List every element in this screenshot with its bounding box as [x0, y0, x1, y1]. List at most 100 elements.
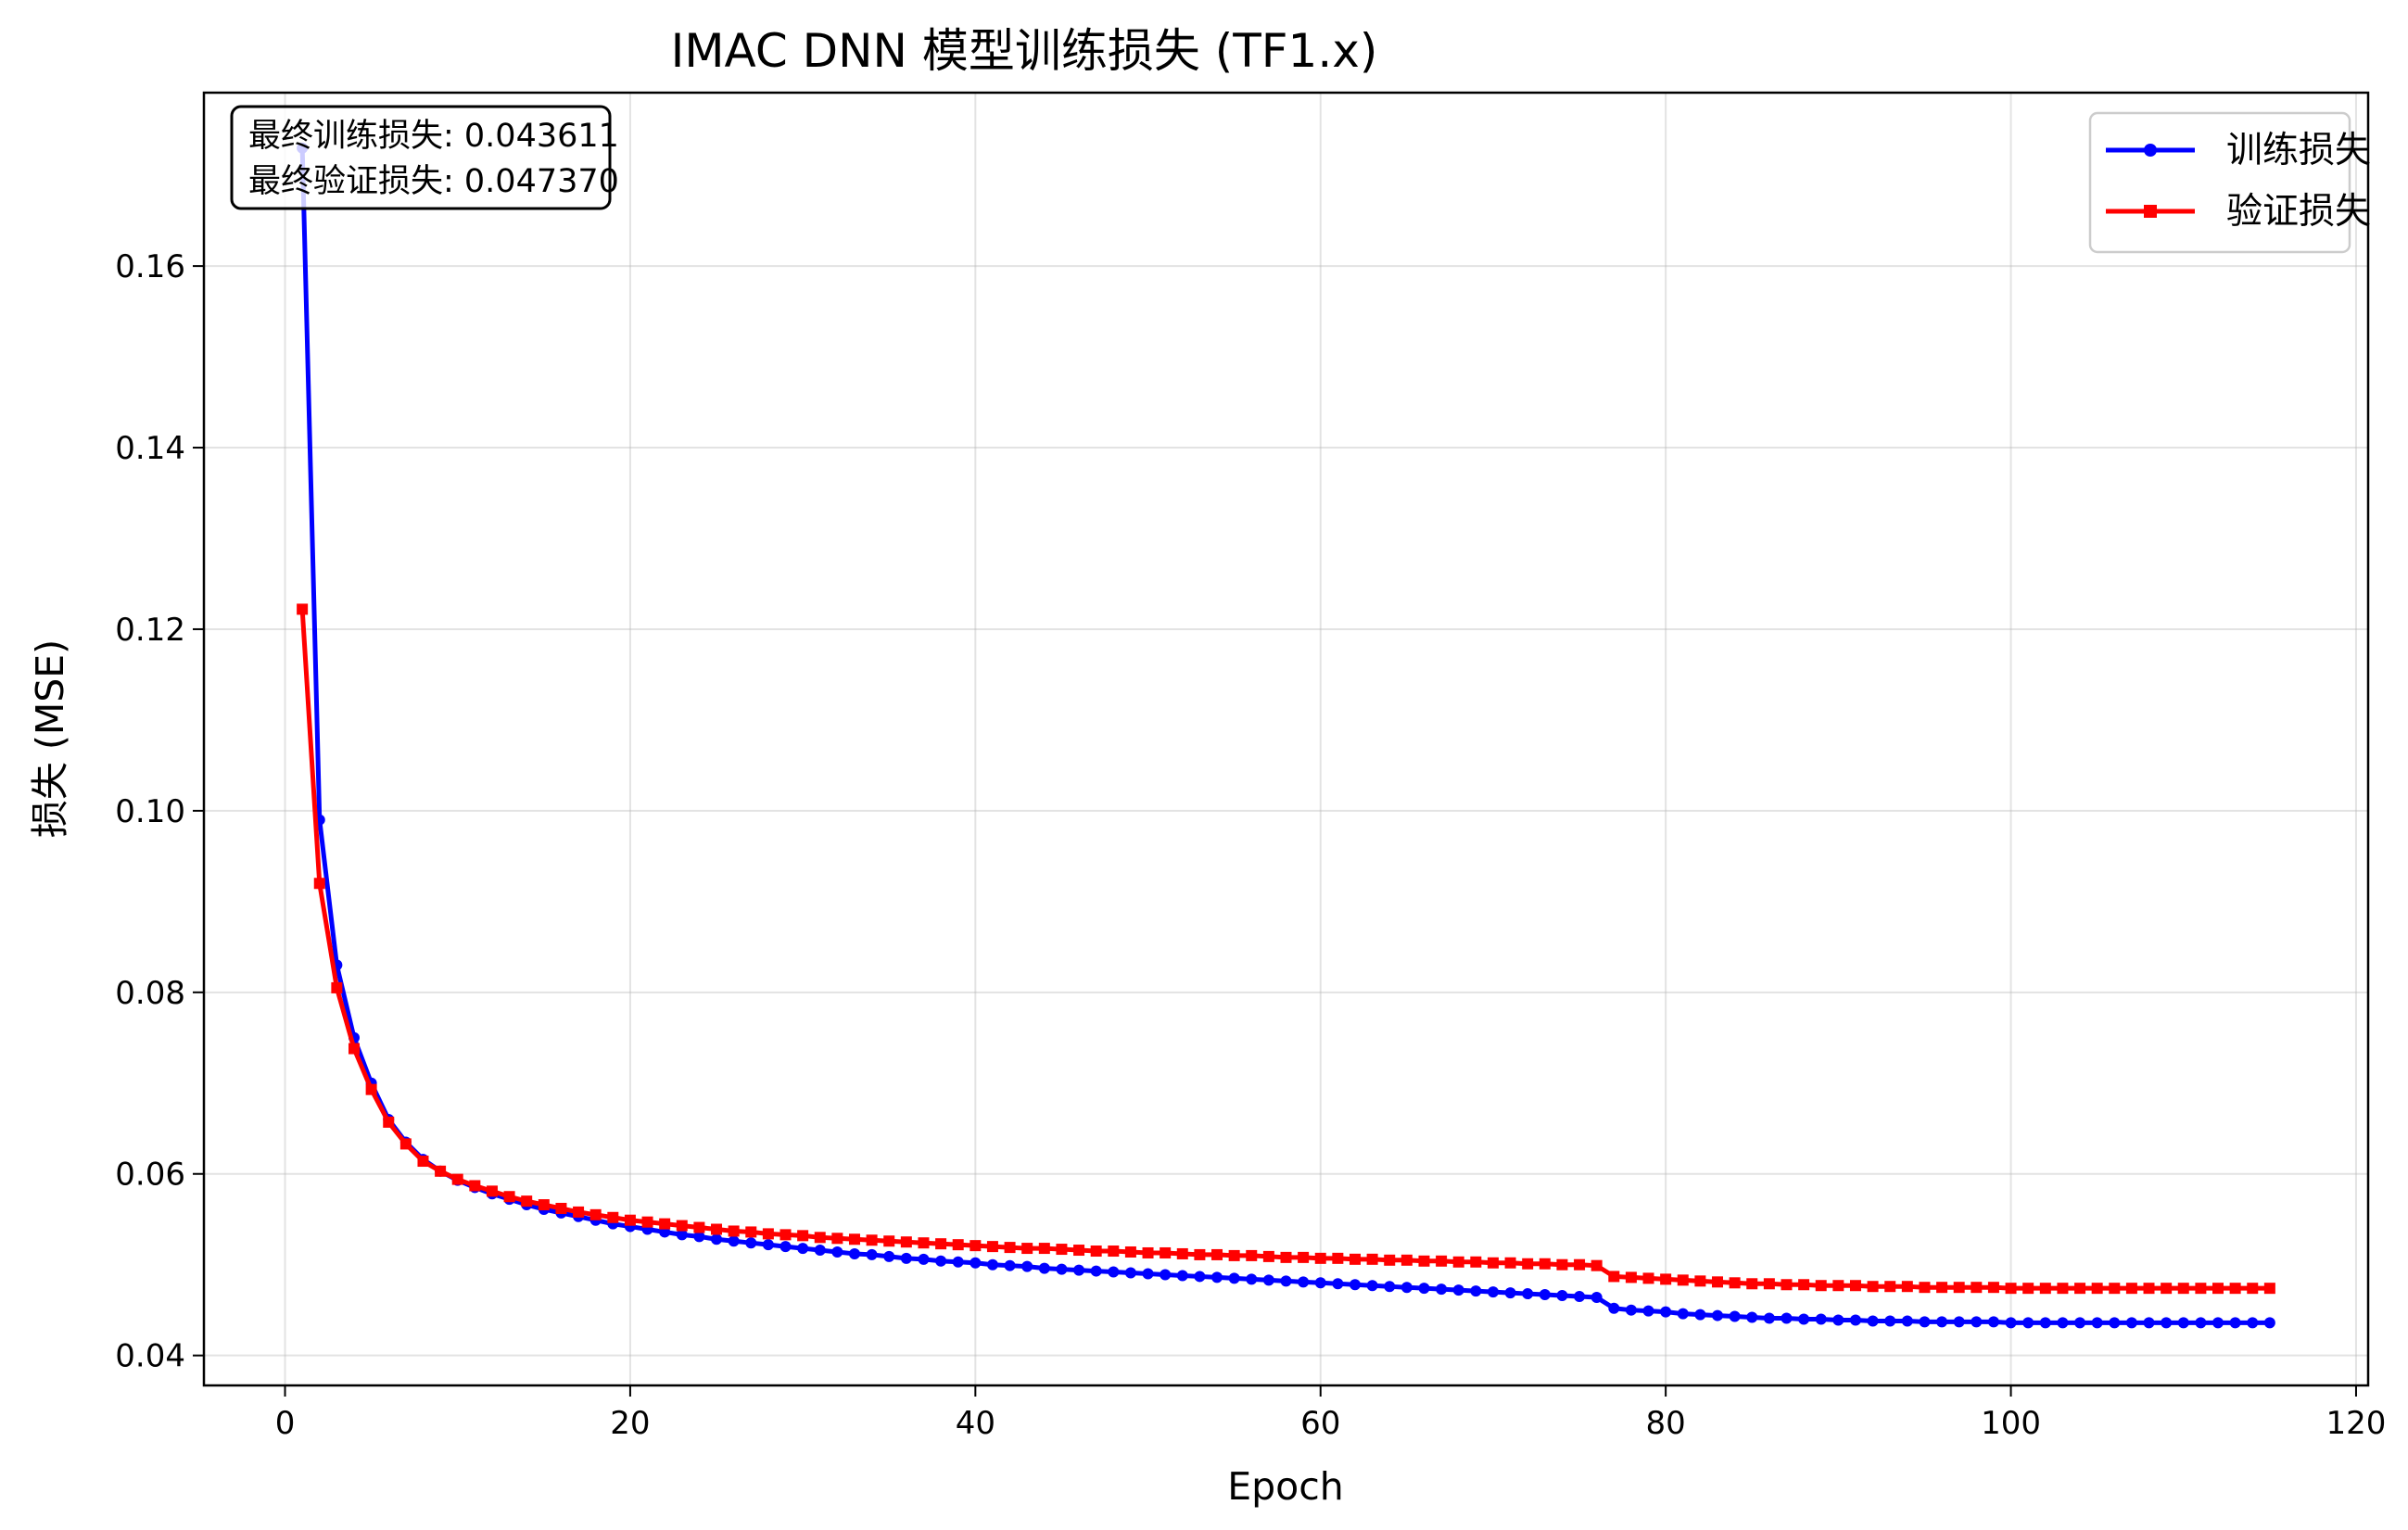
data-point	[797, 1243, 809, 1255]
data-point	[641, 1216, 653, 1228]
x-tick-label: 80	[1646, 1405, 1686, 1442]
data-point	[2091, 1317, 2103, 1329]
data-point	[2022, 1283, 2034, 1295]
data-point	[1332, 1252, 1344, 1264]
data-point	[1124, 1245, 1136, 1258]
data-point	[589, 1208, 602, 1220]
data-point	[1004, 1242, 1016, 1254]
data-point	[1038, 1262, 1050, 1274]
data-point	[1366, 1253, 1378, 1265]
data-point	[399, 1138, 412, 1150]
data-point	[1280, 1251, 1292, 1263]
data-point	[1056, 1263, 1068, 1275]
data-point	[1729, 1277, 1741, 1289]
x-tick-label: 40	[956, 1405, 995, 1442]
data-point	[1194, 1271, 1206, 1283]
data-point	[2125, 1283, 2137, 1295]
data-point	[1591, 1259, 1603, 1271]
data-point	[1625, 1304, 1637, 1316]
data-point	[1160, 1269, 1172, 1281]
data-point	[1798, 1313, 1810, 1325]
data-point	[1452, 1284, 1464, 1296]
data-point	[2263, 1317, 2275, 1329]
data-point	[762, 1228, 774, 1240]
data-point	[1539, 1289, 1551, 1301]
data-point	[1211, 1271, 1223, 1283]
data-point	[866, 1248, 878, 1260]
data-point	[711, 1223, 723, 1235]
data-point	[2177, 1317, 2189, 1329]
plot-frame	[202, 91, 2370, 1387]
data-point	[728, 1225, 740, 1237]
data-point	[1298, 1276, 1310, 1288]
y-tick-label: 0.16	[115, 248, 185, 285]
series-layer	[297, 142, 2275, 1329]
data-point	[1142, 1246, 1154, 1258]
data-point	[1487, 1257, 1499, 1269]
data-point	[1867, 1315, 1879, 1327]
data-point	[918, 1237, 930, 1249]
data-point	[900, 1236, 912, 1248]
data-point	[1849, 1280, 1861, 1292]
data-point	[1832, 1314, 1844, 1326]
y-tick-label: 0.04	[115, 1338, 185, 1375]
data-point	[1729, 1310, 1741, 1322]
y-tick-label: 0.10	[115, 793, 185, 830]
data-point	[935, 1238, 947, 1250]
data-point	[659, 1218, 671, 1230]
data-point	[2229, 1317, 2241, 1329]
data-point	[1884, 1281, 1896, 1293]
data-point	[607, 1211, 619, 1223]
data-point	[1642, 1272, 1654, 1284]
data-point	[1936, 1282, 1948, 1294]
data-point	[624, 1214, 636, 1226]
data-point	[555, 1202, 567, 1214]
data-point	[1815, 1313, 1827, 1325]
data-point	[1712, 1309, 1724, 1321]
data-point	[2109, 1317, 2121, 1329]
data-point	[1763, 1312, 1775, 1324]
legend-swatch-marker	[2144, 144, 2157, 157]
data-point	[1971, 1282, 1983, 1294]
data-point	[2195, 1283, 2207, 1295]
data-point	[1073, 1264, 1085, 1276]
data-point	[486, 1185, 498, 1197]
data-point	[1746, 1311, 1758, 1323]
data-point	[521, 1195, 533, 1208]
data-point	[1815, 1280, 1827, 1292]
data-point	[1574, 1258, 1586, 1271]
data-point	[918, 1253, 930, 1265]
data-point	[2195, 1317, 2207, 1329]
data-point	[1470, 1256, 1482, 1268]
data-point	[952, 1239, 964, 1251]
data-point	[1090, 1245, 1102, 1258]
data-point	[2143, 1283, 2155, 1295]
data-point	[1332, 1278, 1344, 1290]
data-point	[1953, 1316, 1965, 1328]
data-point	[952, 1256, 964, 1268]
data-point	[986, 1258, 998, 1271]
data-point	[2177, 1283, 2189, 1295]
data-point	[331, 981, 343, 993]
data-point	[745, 1237, 757, 1249]
data-point	[2229, 1283, 2241, 1295]
data-point	[1539, 1258, 1551, 1270]
data-point	[2212, 1283, 2224, 1295]
x-tick-label: 20	[610, 1405, 650, 1442]
ticks: 0 20 40 60 80 100 120 0.04 0.06 0.08 0.10 0.12 0.14 0…	[115, 248, 2386, 1442]
data-point	[1142, 1268, 1154, 1280]
data-point	[2263, 1283, 2275, 1295]
data-point	[1660, 1273, 1672, 1285]
y-axis-label: 损失 (MSE)	[28, 639, 72, 838]
data-point	[1677, 1274, 1689, 1286]
data-point	[1124, 1267, 1136, 1279]
plot-area	[297, 142, 2275, 1329]
grid	[204, 93, 2368, 1385]
data-point	[1642, 1305, 1654, 1317]
data-point	[297, 603, 309, 615]
data-point	[1936, 1316, 1948, 1328]
data-point	[762, 1239, 774, 1251]
data-point	[1246, 1249, 1258, 1261]
